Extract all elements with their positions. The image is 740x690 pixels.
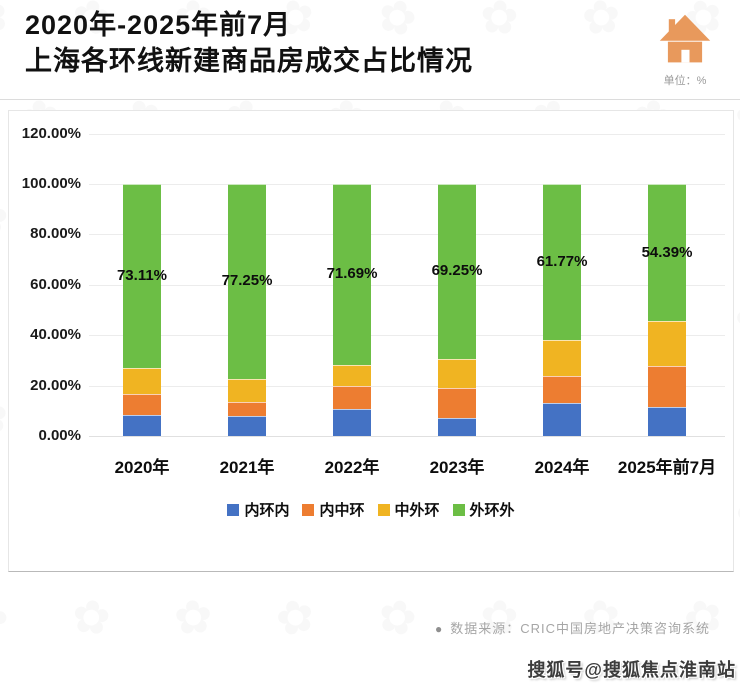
y-axis-tick-label: 0.00% bbox=[38, 427, 81, 444]
data-source-text: 数据来源：CRIC中国房地产决策咨询系统 bbox=[450, 621, 710, 636]
bar-segment-中外环 bbox=[333, 364, 371, 386]
watermark-pattern-glyph: ✿ bbox=[269, 586, 321, 648]
y-axis-tick-label: 120.00% bbox=[21, 124, 81, 142]
bar-segment-中外环 bbox=[648, 321, 686, 367]
legend-label: 内环内 bbox=[244, 502, 290, 519]
legend-swatch bbox=[452, 503, 465, 516]
watermark-pattern-glyph: ✿ bbox=[372, 587, 423, 647]
bar-segment-中外环 bbox=[228, 378, 266, 402]
y-axis-tick-label: 40.00% bbox=[30, 326, 81, 344]
gridline bbox=[89, 133, 725, 135]
watermark-pattern-glyph: ✿ bbox=[579, 0, 624, 45]
gridline bbox=[89, 436, 725, 437]
bar-segment-外环外 bbox=[438, 184, 476, 359]
bar-segment-内环内 bbox=[438, 417, 476, 436]
unit-label: 单位：% bbox=[663, 75, 707, 87]
bar-segment-内中环 bbox=[228, 401, 266, 417]
legend-swatch bbox=[302, 503, 315, 516]
bar-segment-内环内 bbox=[123, 414, 161, 436]
bar-segment-外环外 bbox=[543, 184, 581, 340]
chart-panel: 0.00% 20.00% 40.00% 60.00% 80.00% 100.00% 120.… bbox=[8, 110, 734, 572]
bar-segment-内中环 bbox=[543, 375, 581, 403]
x-axis-label: 2025年前7月 bbox=[617, 458, 717, 477]
y-axis-tick-label: 80.00% bbox=[30, 225, 81, 243]
watermark-pattern-glyph: ✿ bbox=[733, 89, 740, 145]
bar-value-label: 61.77% bbox=[536, 252, 588, 270]
page-title-line2: 上海各环线新建商品房成交占比情况 bbox=[25, 45, 473, 76]
chart-legend: 内环内 内中环 中外环 外环外 bbox=[9, 499, 733, 520]
bar-value-label: 54.39% bbox=[641, 243, 693, 261]
bar-segment-内环内 bbox=[333, 409, 371, 436]
legend-item-内环内: 内环内 bbox=[227, 499, 289, 520]
bar-segment-内中环 bbox=[648, 366, 686, 408]
page-title-line1: 2020年-2025年前7月 bbox=[25, 10, 292, 40]
gridline bbox=[89, 335, 725, 337]
legend-label: 外环外 bbox=[469, 502, 515, 519]
bar-segment-内中环 bbox=[123, 393, 161, 415]
gridline bbox=[89, 184, 725, 185]
bullet-icon: ● bbox=[434, 622, 444, 636]
x-axis-label: 2022年 bbox=[324, 458, 380, 477]
bar-value-label: 71.69% bbox=[326, 265, 378, 283]
bar-segment-中外环 bbox=[438, 358, 476, 389]
legend-swatch bbox=[377, 503, 390, 516]
bar-value-label: 73.11% bbox=[116, 267, 168, 285]
bar-segment-内环内 bbox=[228, 416, 266, 436]
watermark-pattern-glyph: ✿ bbox=[172, 589, 215, 645]
legend-item-内中环: 内中环 bbox=[302, 499, 365, 520]
watermark-pattern-glyph: ✿ bbox=[477, 0, 521, 45]
bar-segment-中外环 bbox=[543, 339, 581, 376]
bar-segment-内环内 bbox=[648, 407, 686, 436]
watermark-pattern-glyph: ✿ bbox=[0, 586, 16, 648]
bar-segment-外环外 bbox=[333, 184, 371, 365]
legend-swatch bbox=[227, 503, 240, 516]
legend-label: 内中环 bbox=[319, 502, 365, 519]
y-axis-tick-label: 100.00% bbox=[21, 175, 81, 192]
bar-segment-中外环 bbox=[123, 368, 161, 394]
watermark-pattern-glyph: ✿ bbox=[0, 0, 17, 49]
x-axis-label: 2024年 bbox=[534, 458, 590, 477]
data-source-note: ● 数据来源：CRIC中国房地产决策咨询系统 bbox=[435, 618, 710, 637]
x-axis-label: 2021年 bbox=[219, 458, 275, 477]
legend-item-中外环: 中外环 bbox=[377, 499, 440, 520]
gridline bbox=[89, 385, 725, 387]
legend-label: 中外环 bbox=[394, 502, 440, 519]
bar-segment-外环外 bbox=[123, 184, 161, 369]
gridline bbox=[89, 284, 725, 286]
y-axis-tick-label: 60.00% bbox=[30, 275, 81, 293]
plot-area: 0.00% 20.00% 40.00% 60.00% 80.00% 100.00% 120.… bbox=[9, 111, 733, 571]
bar-segment-内中环 bbox=[438, 388, 476, 418]
bar-value-label: 69.25% bbox=[431, 262, 483, 280]
y-axis-tick-label: 20.00% bbox=[30, 376, 81, 394]
watermark-pattern-glyph: ✿ bbox=[68, 588, 114, 646]
bar-segment-内中环 bbox=[333, 385, 371, 410]
header-divider bbox=[0, 99, 740, 100]
watermark-pattern-glyph: ✿ bbox=[676, 586, 730, 648]
house-icon bbox=[659, 14, 711, 63]
bar-segment-外环外 bbox=[228, 184, 266, 379]
x-axis-label: 2020年 bbox=[114, 458, 170, 477]
legend-item-外环外: 外环外 bbox=[452, 499, 515, 520]
page-title: 2020年-2025年前7月 上海各环线新建商品房成交占比情况 bbox=[25, 8, 473, 79]
x-axis-label: 2023年 bbox=[429, 458, 485, 477]
bar-segment-外环外 bbox=[648, 184, 686, 322]
watermark-pattern-glyph: ✿ bbox=[578, 588, 624, 646]
bar-value-label: 77.25% bbox=[221, 272, 273, 290]
gridline bbox=[89, 234, 725, 236]
sohu-watermark: 搜狐号@搜狐焦点淮南站 bbox=[527, 660, 736, 680]
bar-segment-内环内 bbox=[543, 402, 581, 436]
